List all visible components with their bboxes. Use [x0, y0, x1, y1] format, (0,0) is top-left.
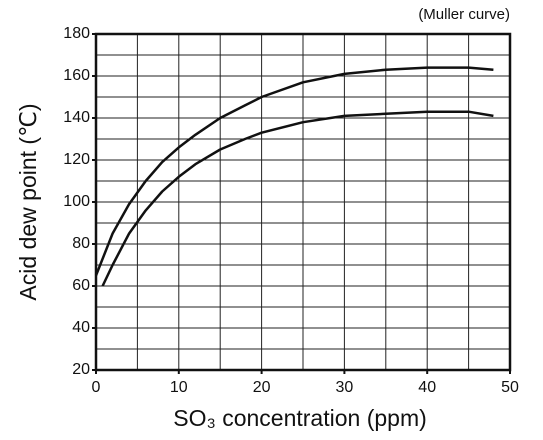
y-tick-label: 180: [63, 25, 90, 42]
y-axis-label: Acid dew point (℃): [15, 103, 41, 300]
x-tick-label: 0: [92, 379, 101, 396]
y-tick-label: 80: [72, 235, 90, 252]
curve: [94, 66, 494, 276]
y-tick-label: 20: [72, 361, 90, 378]
x-tick-label: 50: [501, 379, 519, 396]
x-tick-label: 20: [253, 379, 271, 396]
x-tick-label: 40: [418, 379, 436, 396]
y-tick-label: 120: [63, 151, 90, 168]
y-tick-label: 60: [72, 277, 90, 294]
curve: [101, 110, 494, 287]
plot-frame: [94, 32, 512, 372]
y-tick-label: 40: [72, 319, 90, 336]
x-tick-label: 10: [170, 379, 188, 396]
y-tick-label: 160: [63, 67, 90, 84]
x-tick-label: 30: [336, 379, 354, 396]
y-tick-label: 100: [63, 193, 90, 210]
x-axis-label: SO₃ concentration (ppm): [173, 405, 427, 431]
y-tick-label: 140: [63, 109, 90, 126]
annotation: (Muller curve): [418, 6, 510, 23]
